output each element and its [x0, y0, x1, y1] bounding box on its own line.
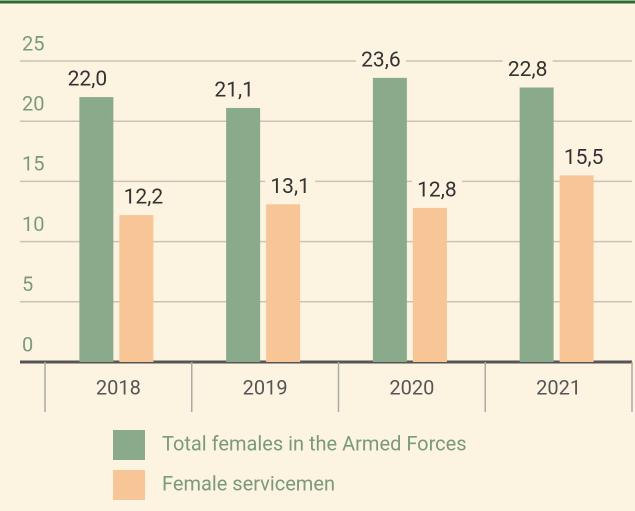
value-label: 15,5 [564, 146, 604, 170]
bar [119, 215, 154, 362]
value-label-bg [502, 57, 553, 84]
x-tick-label: 2020 [389, 375, 434, 399]
value-label-bg [355, 47, 406, 74]
value-label: 12,8 [417, 178, 457, 202]
value-label-bg [209, 77, 260, 104]
legend-label: Total females in the Armed Forces [162, 431, 467, 455]
legend-swatch [113, 470, 145, 500]
bar [79, 97, 114, 363]
y-tick-label: 15 [22, 152, 44, 176]
value-label: 22,8 [508, 58, 548, 82]
bar [559, 175, 594, 362]
y-tick-label: 10 [22, 212, 44, 236]
bar [372, 77, 407, 362]
bar [266, 204, 301, 362]
value-label-bg [265, 174, 316, 201]
y-tick-label: 25 [22, 31, 44, 55]
x-tick-label: 2021 [536, 375, 581, 399]
x-tick-label: 2018 [96, 375, 141, 399]
legend-swatch [113, 430, 145, 460]
value-label: 23,6 [361, 48, 401, 72]
value-label: 12,2 [124, 186, 164, 210]
y-tick-label: 0 [22, 332, 33, 356]
x-tick-label: 2019 [243, 375, 288, 399]
bar [519, 87, 554, 362]
legend-label: Female servicemen [162, 471, 335, 495]
bar [226, 107, 261, 363]
value-label-bg [558, 145, 609, 172]
value-label: 21,1 [214, 79, 254, 103]
bar [412, 207, 447, 362]
value-label-bg [62, 67, 113, 94]
value-label-bg [118, 185, 169, 212]
value-label: 22,0 [68, 68, 108, 92]
value-label-bg [411, 177, 462, 204]
y-tick-label: 20 [22, 91, 44, 115]
value-label: 13,1 [270, 175, 310, 199]
y-tick-label: 5 [22, 272, 33, 296]
